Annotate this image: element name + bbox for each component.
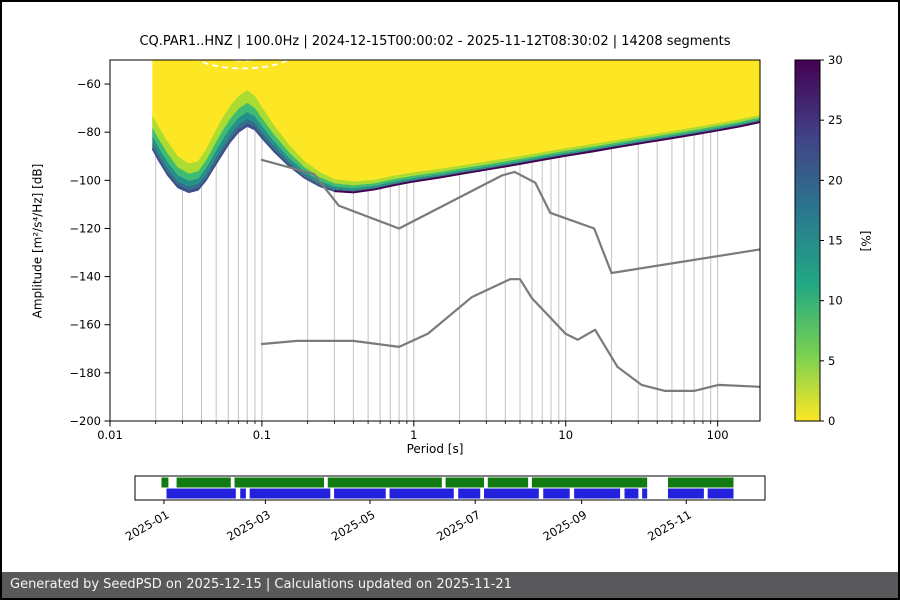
y-tick-label: −60 xyxy=(77,77,101,91)
colorbar-tick-label: 15 xyxy=(828,234,843,248)
y-axis-label-text: Amplitude [m²/s⁴/Hz] [dB] xyxy=(30,163,45,318)
colorbar-gradient xyxy=(794,59,821,422)
x-tick-label: 10 xyxy=(558,428,573,442)
ppsd-histogram xyxy=(151,60,760,194)
data-availability-segment xyxy=(327,477,442,488)
y-axis-ticks: −200 −180 −160 −140 −120 −100 −80 −60 xyxy=(69,77,110,428)
psd-availability-segment xyxy=(574,488,621,499)
colorbar-label-text: [%] xyxy=(857,230,872,251)
ppsd-density-fill xyxy=(152,60,760,193)
y-tick-label: −120 xyxy=(69,221,101,235)
x-tick-label: 0.01 xyxy=(97,428,123,442)
chart-title: CQ.PAR1..HNZ | 100.0Hz | 2024-12-15T00:0… xyxy=(139,34,731,49)
footer-text: Generated by SeedPSD on 2025-12-15 | Cal… xyxy=(10,577,512,592)
timeline-tick-label: 2025-03 xyxy=(224,507,273,543)
psd-availability-segment xyxy=(389,488,454,499)
timeline-tick-label: 2025-09 xyxy=(541,507,590,543)
colorbar-tick-label: 25 xyxy=(828,113,843,127)
availability-timeline: 2025-01 2025-03 2025-05 2025-07 2025-09 2025-… xyxy=(123,475,766,544)
timeline-tick-label: 2025-01 xyxy=(123,507,172,543)
footer-bar: Generated by SeedPSD on 2025-12-15 | Cal… xyxy=(2,572,898,598)
psd-availability-segment xyxy=(624,488,639,499)
ppsd-band xyxy=(152,90,760,186)
x-tick-label: 1 xyxy=(410,428,417,442)
noise-model-lines xyxy=(260,158,760,392)
axes-frame xyxy=(109,59,761,422)
colorbar-tick-label: 5 xyxy=(828,354,835,368)
psd-availability-segment xyxy=(642,488,648,499)
data-availability-segment xyxy=(234,477,324,488)
psd-availability-segment xyxy=(543,488,570,499)
data-availability-segment xyxy=(531,477,648,488)
data-availability-segment xyxy=(176,477,231,488)
y-axis-label: Amplitude [m²/s⁴/Hz] [dB] xyxy=(26,60,48,421)
y-tick-label: −140 xyxy=(69,270,101,284)
psd-availability-segment xyxy=(484,488,539,499)
data-availability-segment xyxy=(487,477,529,488)
timeline-tick-label: 2025-11 xyxy=(645,507,694,543)
data-availability-segment xyxy=(667,477,734,488)
timeline-tick-label: 2025-05 xyxy=(329,507,378,543)
psd-availability-segment xyxy=(249,488,331,499)
psd-availability-segment xyxy=(707,488,734,499)
psd-availability-segment xyxy=(458,488,481,499)
colorbar-tick-label: 30 xyxy=(828,53,843,67)
ppsd-mode-line xyxy=(334,121,760,194)
y-tick-label: −80 xyxy=(77,125,101,139)
y-tick-label: −180 xyxy=(69,366,101,380)
x-tick-label: 100 xyxy=(707,428,729,442)
y-tick-label: −100 xyxy=(69,173,101,187)
colorbar-label: [%] xyxy=(845,60,885,421)
x-axis-ticks: 0.01 0.1 1 10 100 xyxy=(97,421,729,442)
psd-availability-segment xyxy=(166,488,236,499)
colorbar-tick-label: 20 xyxy=(828,173,843,187)
y-tick-label: −200 xyxy=(69,414,101,428)
nlnm-line xyxy=(260,278,760,392)
colorbar: 0 5 10 15 20 25 30 xyxy=(794,53,843,428)
y-tick-label: −160 xyxy=(69,318,101,332)
psd-availability-segment xyxy=(240,488,246,499)
psd-availability-segment xyxy=(334,488,386,499)
x-tick-label: 0.1 xyxy=(253,428,271,442)
x-axis-label: Period [s] xyxy=(406,442,464,456)
data-availability-segment xyxy=(161,477,169,488)
ppsd-band xyxy=(152,102,760,188)
timeline-tick-label: 2025-07 xyxy=(434,507,483,543)
colorbar-tick-label: 0 xyxy=(828,414,835,428)
ppsd-contour xyxy=(196,60,290,70)
data-availability-segment xyxy=(445,477,485,488)
psd-availability-segment xyxy=(667,488,704,499)
colorbar-tick-label: 10 xyxy=(828,294,843,308)
nhnm-line xyxy=(260,158,760,275)
